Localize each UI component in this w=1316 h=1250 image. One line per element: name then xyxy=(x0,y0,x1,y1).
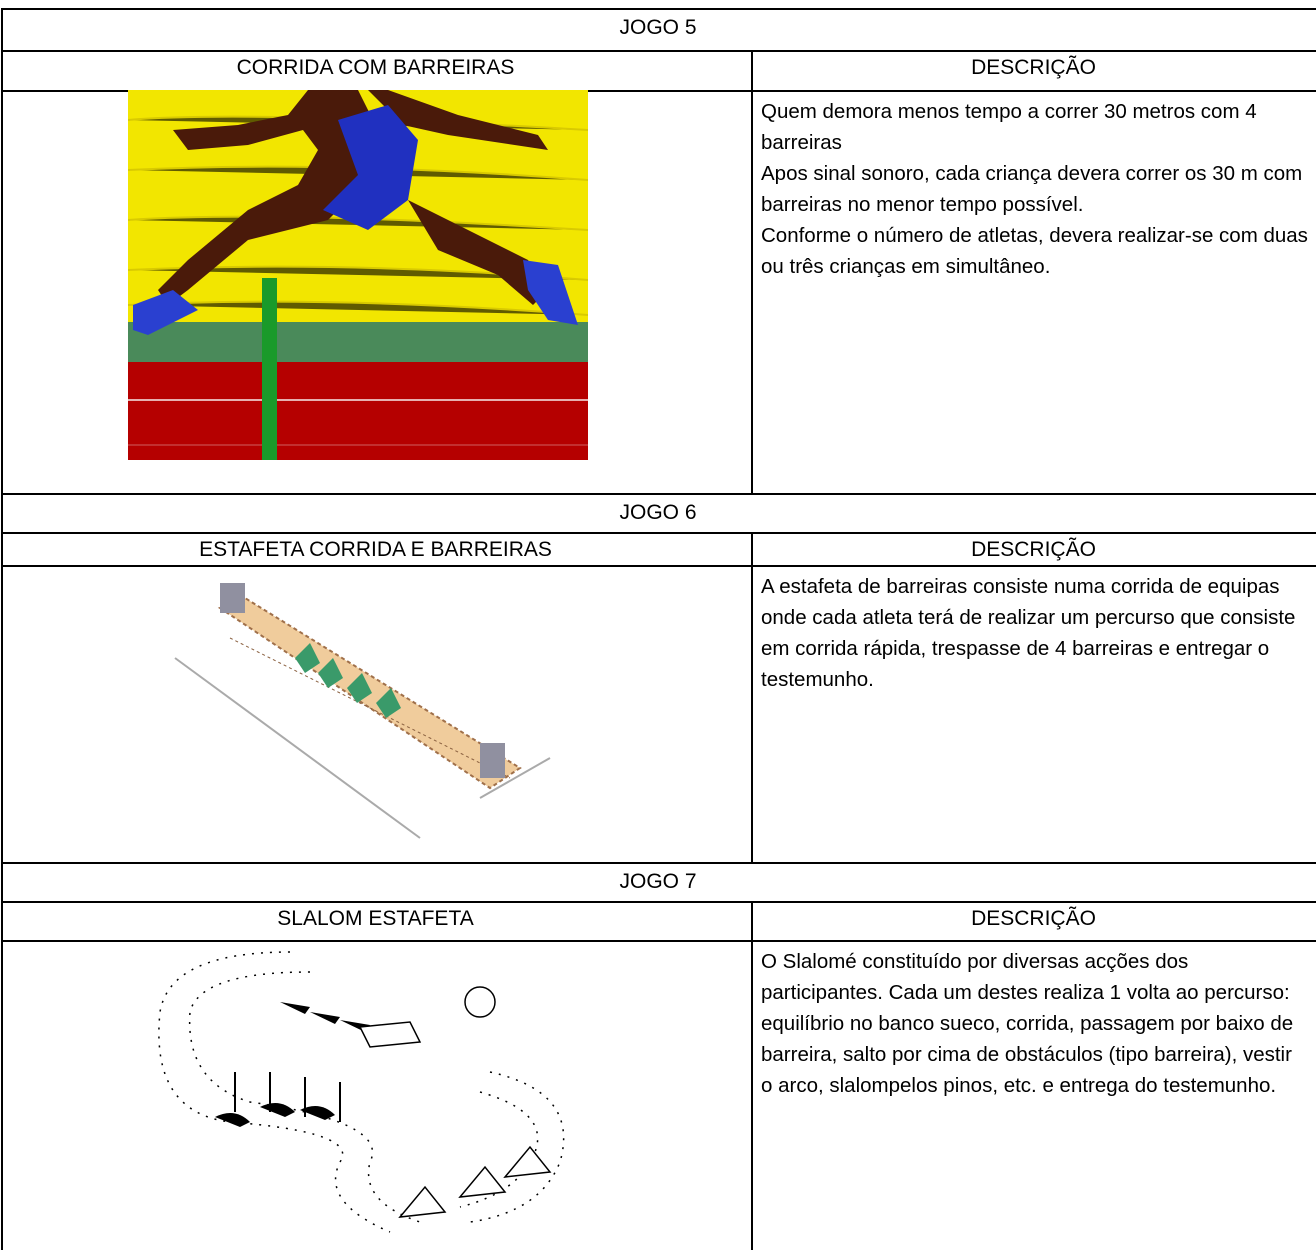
slalom-image xyxy=(158,951,565,1233)
rule xyxy=(1,532,1316,534)
rule xyxy=(1,901,1316,903)
rule xyxy=(751,901,753,1250)
description: A estafeta de barreiras consiste numa co… xyxy=(751,565,1316,695)
hurdler-image xyxy=(128,90,588,460)
rule xyxy=(1,493,1316,495)
rule xyxy=(751,50,753,493)
rule xyxy=(1,862,1316,864)
rule xyxy=(1,940,1316,942)
relay-hurdles-image xyxy=(174,583,551,839)
game-name: SLALOM ESTAFETA xyxy=(277,907,474,930)
description-paragraph: Apos sinal sonoro, cada criança devera c… xyxy=(761,162,1303,216)
rule xyxy=(1,493,3,862)
description-paragraph: Conforme o número de atletas, devera rea… xyxy=(761,224,1308,278)
rule xyxy=(1,862,3,1250)
game-title: JOGO 7 xyxy=(619,870,697,893)
description: O Slalomé constituído por diversas acçõe… xyxy=(751,940,1316,1101)
game-title: JOGO 5 xyxy=(619,16,697,39)
rule xyxy=(1,8,3,493)
rule xyxy=(751,532,753,862)
game-title: JOGO 6 xyxy=(619,501,697,524)
description-paragraph: A estafeta de barreiras consiste numa co… xyxy=(761,575,1296,691)
description-header: DESCRIÇÃO xyxy=(971,907,1096,930)
description-header: DESCRIÇÃO xyxy=(971,538,1096,561)
description-header: DESCRIÇÃO xyxy=(971,56,1096,79)
description-paragraph: Quem demora menos tempo a correr 30 metr… xyxy=(761,100,1257,154)
rule xyxy=(1,8,1316,10)
game-name: ESTAFETA CORRIDA E BARREIRAS xyxy=(199,538,552,561)
rule xyxy=(1,50,1316,52)
description-paragraph: O Slalomé constituído por diversas acçõe… xyxy=(761,950,1294,1097)
rule xyxy=(1,565,1316,567)
rule xyxy=(1,90,1316,92)
game-name: CORRIDA COM BARREIRAS xyxy=(236,56,515,79)
description: Quem demora menos tempo a correr 30 metr… xyxy=(751,90,1316,282)
